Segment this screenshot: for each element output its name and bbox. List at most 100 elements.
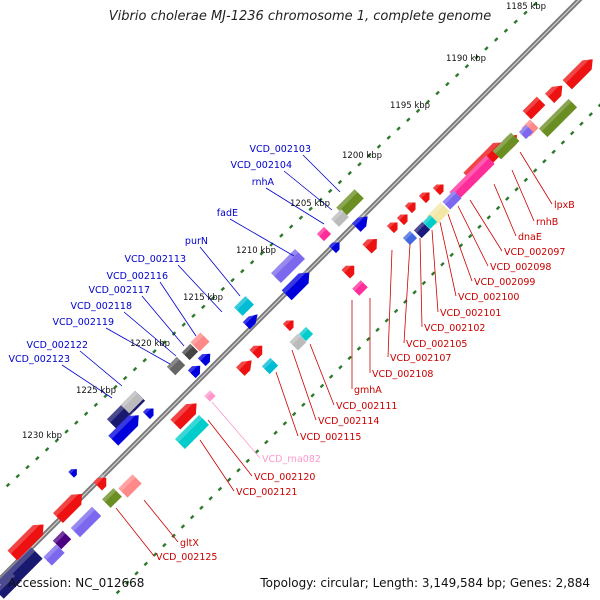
tick-mark	[560, 140, 566, 145]
gene-label[interactable]: gmhA	[354, 385, 382, 396]
gene-feature[interactable]	[522, 96, 546, 120]
gene-feature[interactable]	[538, 98, 578, 138]
gene-feature[interactable]	[331, 209, 349, 227]
gene-label[interactable]: VCD_002100	[458, 292, 519, 303]
gene-feature[interactable]	[70, 506, 102, 538]
gene-label[interactable]: VCD_002105	[406, 339, 467, 350]
gene-label[interactable]: VCD_002108	[372, 369, 433, 380]
gene-feature[interactable]	[352, 212, 372, 232]
leader-line	[199, 439, 235, 492]
gene-feature[interactable]	[187, 361, 204, 379]
gene-label[interactable]: VCD_002119	[53, 317, 114, 328]
gene-feature[interactable]	[562, 54, 598, 90]
gene-label[interactable]: VCD_002103	[250, 144, 311, 155]
gene-feature[interactable]	[352, 280, 368, 296]
gene-feature[interactable]	[166, 356, 186, 376]
gene-feature[interactable]	[170, 398, 201, 430]
gene-feature[interactable]	[68, 466, 79, 478]
gene-feature[interactable]	[118, 474, 142, 498]
gene-feature[interactable]	[413, 221, 431, 239]
gene-feature[interactable]	[234, 296, 254, 316]
gene-feature[interactable]	[43, 544, 65, 566]
gene-feature[interactable]	[432, 180, 447, 196]
gene-feature[interactable]	[422, 214, 438, 230]
gene-feature[interactable]	[402, 230, 418, 246]
gene-feature[interactable]	[93, 473, 111, 491]
gene-label[interactable]: VCD_rna082	[262, 454, 321, 465]
gene-label[interactable]: VCD_002115	[300, 432, 361, 443]
gene-feature[interactable]	[190, 332, 210, 352]
gene-label[interactable]: VCD_002121	[236, 487, 297, 498]
gene-feature[interactable]	[298, 326, 314, 342]
tick-mark	[579, 121, 584, 126]
gene-label[interactable]: VCD_002123	[9, 354, 70, 365]
gene-feature[interactable]	[449, 155, 495, 201]
gene-label[interactable]: rnhB	[536, 217, 558, 228]
gene-feature[interactable]	[204, 390, 216, 402]
gene-feature[interactable]	[418, 188, 433, 204]
tick-mark	[449, 252, 454, 258]
gene-feature[interactable]	[102, 488, 122, 508]
gene-label[interactable]: VCD_002122	[27, 340, 88, 351]
gene-feature[interactable]	[328, 238, 343, 254]
gene-feature[interactable]	[271, 249, 305, 283]
tick-mark	[477, 224, 482, 229]
tick-mark	[338, 364, 343, 370]
gene-feature[interactable]	[7, 519, 48, 561]
gene-label[interactable]: VCD_002098	[490, 262, 551, 273]
gene-feature[interactable]	[236, 356, 256, 376]
gene-label[interactable]: dnaE	[518, 232, 542, 243]
tick-mark	[375, 327, 380, 333]
gene-feature[interactable]	[249, 341, 267, 359]
gene-label[interactable]: VCD_002117	[89, 285, 150, 296]
gene-feature[interactable]	[442, 190, 462, 210]
gene-feature[interactable]	[281, 267, 315, 301]
gene-label[interactable]: VCD_002111	[336, 401, 397, 412]
gene-label[interactable]: VCD_002104	[231, 160, 292, 171]
gene-label[interactable]: VCD_002107	[390, 353, 451, 364]
gene-feature[interactable]	[404, 198, 419, 214]
gene-feature[interactable]	[108, 410, 143, 446]
gene-label[interactable]: VCD_002118	[71, 301, 132, 312]
gene-feature[interactable]	[142, 404, 157, 420]
gene-feature[interactable]	[492, 132, 520, 160]
gene-label[interactable]: VCD_002102	[424, 323, 485, 334]
gene-label[interactable]: lpxB	[554, 200, 575, 211]
gene-label[interactable]: purN	[185, 236, 208, 247]
gene-label[interactable]: VCD_002116	[107, 271, 168, 282]
gene-label[interactable]: VCD_002097	[504, 247, 565, 258]
gene-label[interactable]: VCD_002099	[474, 277, 535, 288]
tick-mark	[152, 552, 158, 557]
gene-feature[interactable]	[120, 390, 144, 414]
gene-label[interactable]: VCD_002125	[156, 552, 217, 563]
gene-feature[interactable]	[545, 81, 567, 103]
gene-feature[interactable]	[181, 343, 199, 361]
gene-shine	[120, 390, 138, 408]
gene-feature[interactable]	[386, 218, 401, 234]
gene-label[interactable]: VCD_002113	[125, 254, 186, 265]
gene-feature[interactable]	[175, 415, 209, 449]
gene-shine	[53, 489, 81, 517]
tick-mark	[319, 383, 325, 389]
gene-feature[interactable]	[396, 210, 411, 226]
gene-feature[interactable]	[362, 234, 381, 254]
gene-feature[interactable]	[316, 226, 332, 242]
gene-label[interactable]: rnhA	[252, 177, 275, 188]
gene-feature[interactable]	[336, 189, 364, 217]
gene-feature[interactable]	[261, 357, 279, 375]
gene-label[interactable]: fadE	[217, 208, 238, 219]
gene-label[interactable]: VCD_002101	[440, 308, 501, 319]
gene-label[interactable]: VCD_002120	[254, 472, 315, 483]
gene-label[interactable]: VCD_002114	[318, 416, 379, 427]
gene-feature[interactable]	[518, 124, 534, 140]
gene-feature[interactable]	[0, 573, 21, 599]
gene-feature[interactable]	[53, 489, 87, 523]
gene-label[interactable]: gltX	[180, 538, 199, 549]
gene-feature[interactable]	[197, 349, 214, 367]
gene-feature[interactable]	[52, 530, 72, 550]
gene-feature[interactable]	[242, 310, 261, 330]
tick-mark	[301, 402, 306, 407]
gene-feature[interactable]	[341, 261, 359, 279]
gene-feature[interactable]	[282, 316, 297, 332]
